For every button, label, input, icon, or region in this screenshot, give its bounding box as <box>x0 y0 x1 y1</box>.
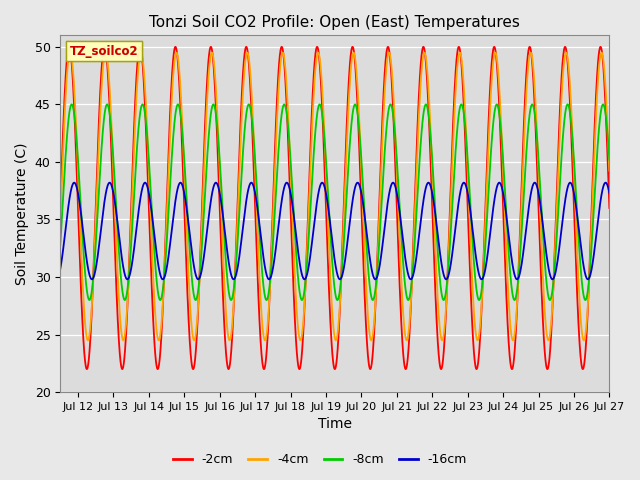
-16cm <box>152 241 159 247</box>
-8cm <box>267 267 275 273</box>
-4cm <box>595 65 603 71</box>
-4cm <box>267 263 275 268</box>
-2cm <box>536 241 543 247</box>
-8cm <box>56 242 64 248</box>
-4cm <box>291 272 299 278</box>
Title: Tonzi Soil CO2 Profile: Open (East) Temperatures: Tonzi Soil CO2 Profile: Open (East) Temp… <box>149 15 520 30</box>
-2cm <box>267 256 275 262</box>
-2cm <box>296 366 303 372</box>
Line: -2cm: -2cm <box>60 47 609 369</box>
-2cm <box>56 205 64 211</box>
-8cm <box>595 126 603 132</box>
-4cm <box>56 219 64 225</box>
-8cm <box>291 229 299 235</box>
-8cm <box>119 293 127 299</box>
-8cm <box>605 157 613 163</box>
-4cm <box>119 337 127 343</box>
-4cm <box>67 50 74 56</box>
-16cm <box>283 180 291 186</box>
-16cm <box>536 197 543 203</box>
-16cm <box>267 274 275 280</box>
-4cm <box>152 317 159 323</box>
Line: -4cm: -4cm <box>60 53 609 340</box>
-4cm <box>536 200 543 206</box>
-16cm <box>291 221 299 227</box>
-16cm <box>548 276 556 282</box>
-2cm <box>595 50 603 56</box>
-16cm <box>56 266 64 272</box>
Line: -8cm: -8cm <box>60 104 609 300</box>
-2cm <box>152 356 159 361</box>
-16cm <box>595 210 603 216</box>
Y-axis label: Soil Temperature (C): Soil Temperature (C) <box>15 143 29 285</box>
-4cm <box>403 337 410 343</box>
-8cm <box>564 101 572 107</box>
-2cm <box>291 316 299 322</box>
-8cm <box>152 267 159 273</box>
-16cm <box>119 262 127 268</box>
-2cm <box>605 205 613 211</box>
-8cm <box>86 297 93 303</box>
X-axis label: Time: Time <box>318 418 352 432</box>
-2cm <box>119 365 127 371</box>
Line: -16cm: -16cm <box>60 183 609 279</box>
-8cm <box>536 175 543 180</box>
-4cm <box>605 168 613 174</box>
Legend: -2cm, -4cm, -8cm, -16cm: -2cm, -4cm, -8cm, -16cm <box>168 448 472 471</box>
-16cm <box>605 190 613 196</box>
Legend: TZ_soilco2: TZ_soilco2 <box>66 41 142 61</box>
-2cm <box>100 44 108 50</box>
